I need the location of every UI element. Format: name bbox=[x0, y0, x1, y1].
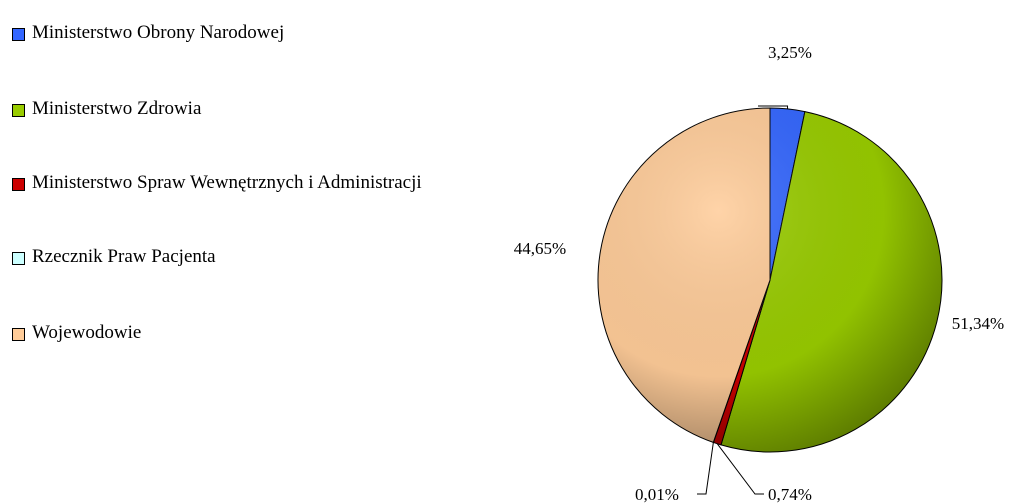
leader-line bbox=[716, 443, 764, 495]
legend-item: Rzecznik Praw Pacjenta bbox=[12, 244, 442, 270]
data-label: 0,01% bbox=[635, 485, 679, 504]
legend-swatch bbox=[12, 104, 25, 117]
legend-item: Ministerstwo Zdrowia bbox=[12, 96, 442, 122]
data-label: 0,74% bbox=[768, 485, 812, 504]
legend-item: Ministerstwo Obrony Narodowej bbox=[12, 20, 442, 46]
leader-line bbox=[697, 442, 714, 495]
legend-swatch bbox=[12, 178, 25, 191]
legend-label: Ministerstwo Zdrowia bbox=[32, 98, 202, 119]
leader-line bbox=[758, 105, 789, 109]
legend-swatch bbox=[12, 252, 25, 265]
data-label: 3,25% bbox=[768, 43, 812, 62]
legend-item: Wojewodowie bbox=[12, 320, 442, 346]
legend-label: Ministerstwo Obrony Narodowej bbox=[32, 22, 285, 43]
legend-swatch bbox=[12, 28, 25, 41]
legend-item: Ministerstwo Spraw Wewnętrznych i Admini… bbox=[12, 170, 442, 196]
legend-swatch bbox=[12, 328, 25, 341]
data-label: 44,65% bbox=[514, 239, 566, 258]
legend-label: Wojewodowie bbox=[32, 322, 142, 343]
legend-label: Ministerstwo Spraw Wewnętrznych i Admini… bbox=[32, 172, 422, 193]
data-label: 51,34% bbox=[952, 314, 1004, 333]
legend-label: Rzecznik Praw Pacjenta bbox=[32, 246, 216, 267]
